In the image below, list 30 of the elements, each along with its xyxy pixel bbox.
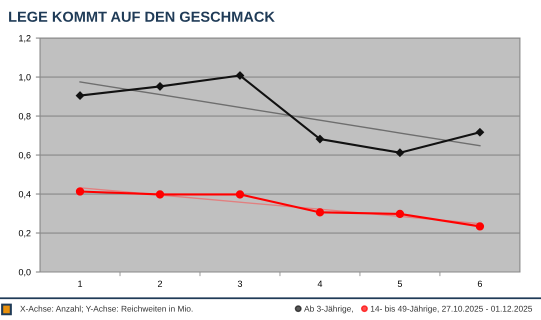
- x-tick-label: 4: [318, 280, 322, 287]
- chart-title: LEGE KOMMT AUF DEN GESCHMACK: [9, 12, 275, 22]
- x-tick-label: 2: [158, 280, 162, 287]
- x-tick-label: 1: [78, 280, 82, 287]
- legend-label: 14- bis 49-Jährige, 27.10.2025 - 01.12.2025: [370, 306, 532, 314]
- y-tick-label: 0,4: [18, 190, 31, 198]
- point: [76, 187, 84, 196]
- line-series: [79, 81, 481, 146]
- point: [476, 128, 484, 136]
- x-tick-label: 5: [398, 280, 402, 287]
- text: X-Achse: Anzahl; Y-Achse: Reichweiten in Mio.: [20, 306, 193, 313]
- point: [156, 190, 164, 199]
- x-tick-label: 3: [238, 280, 242, 287]
- point: [476, 222, 484, 231]
- y-tick-label: 1,0: [19, 74, 31, 82]
- point: [396, 210, 404, 218]
- legend-label: Ab 3-Jährige,: [304, 306, 353, 314]
- point: [316, 208, 324, 217]
- x-tick-label: 6: [478, 280, 482, 287]
- y-tick-label: 0,8: [18, 113, 31, 120]
- point: [236, 71, 244, 80]
- point: [316, 134, 324, 144]
- y-tick-label: 0,0: [18, 268, 31, 276]
- point: [76, 91, 84, 100]
- y-tick-label: 0,2: [18, 230, 31, 238]
- point: [396, 148, 404, 157]
- y-tick-label: 1,2: [19, 35, 31, 43]
- point: [236, 190, 244, 199]
- point: [156, 82, 164, 91]
- y-tick-label: 0,6: [18, 152, 31, 160]
